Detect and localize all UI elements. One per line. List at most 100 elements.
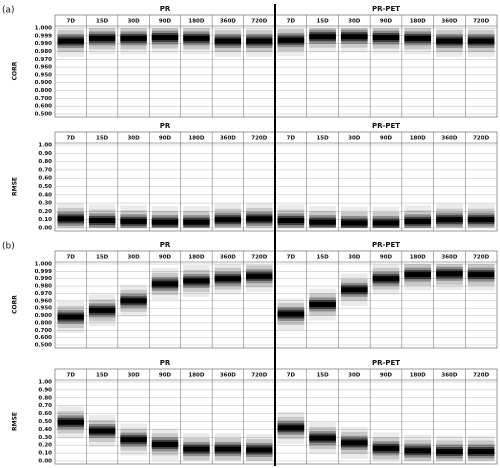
y-tick-label: 0.800 [35, 320, 53, 326]
strip [309, 28, 336, 53]
column-label: 720D [251, 373, 267, 379]
strip [372, 28, 400, 54]
strip [277, 28, 305, 57]
column-label: 360D [220, 255, 236, 261]
column-label: 720D [251, 19, 267, 25]
y-tick-label: 1.000 [35, 26, 53, 32]
strip [309, 422, 336, 455]
y-tick-label: 0.40 [38, 427, 52, 433]
strip-core [277, 311, 305, 317]
column-label: 720D [251, 136, 267, 142]
strip [88, 294, 116, 327]
strip-core [120, 437, 147, 443]
strip [309, 288, 336, 321]
strip-core [404, 448, 432, 454]
y-tick-label: 0.990 [35, 41, 53, 47]
strip-core [88, 35, 116, 41]
y-axis-label: RMSE [12, 177, 19, 196]
strip [120, 423, 147, 456]
strip [436, 264, 463, 290]
column-label: 360D [220, 19, 236, 25]
column-label: 15D [316, 373, 329, 379]
column-label: 15D [96, 136, 109, 142]
strip [277, 411, 305, 444]
strip-core [214, 38, 242, 44]
column-label: 90D [380, 19, 393, 25]
y-tick-label: 0.970 [35, 57, 53, 63]
column-label: 30D [127, 136, 140, 142]
group-header: PR-PET [372, 241, 400, 249]
column-label: 180D [410, 19, 426, 25]
strip-core [88, 307, 116, 313]
strip-core [57, 419, 84, 425]
strip-core [57, 216, 84, 222]
column-label: 7D [67, 19, 76, 25]
strip-core [57, 314, 84, 320]
strip-core [467, 449, 495, 455]
y-tick-label: 0.80 [38, 395, 52, 401]
group-header: PR [160, 241, 171, 249]
strip [57, 202, 84, 228]
group-header: PR-PET [372, 122, 400, 130]
column-label: 15D [96, 19, 109, 25]
strip-core [309, 302, 336, 307]
strip-core [436, 38, 463, 44]
strip-core [246, 273, 273, 279]
strip [277, 298, 305, 331]
column-label: 360D [441, 136, 457, 142]
y-tick-label: 0.999 [35, 33, 53, 39]
strip-core [214, 446, 242, 452]
strip-core [372, 445, 400, 451]
y-tick-label: 0.980 [35, 284, 53, 290]
column-label: 360D [441, 255, 457, 261]
strip [214, 433, 242, 461]
y-tick-label: 0.20 [38, 209, 52, 215]
strip [340, 28, 368, 53]
y-tick-label: 0.980 [35, 49, 53, 55]
y-tick-label: 0.950 [35, 72, 53, 78]
y-tick-label: 0.700 [35, 96, 53, 102]
panel-label: (b) [2, 242, 15, 252]
y-tick-label: 0.00 [38, 226, 52, 232]
strip [246, 433, 273, 461]
y-tick-label: 0.70 [38, 403, 52, 409]
group-header: PR-PET [372, 359, 400, 367]
column-label: 180D [410, 373, 426, 379]
strip [183, 206, 210, 228]
strip-core [57, 38, 84, 44]
strip-core [309, 435, 336, 441]
y-tick-label: 0.500 [35, 343, 53, 349]
column-label: 90D [159, 19, 172, 25]
y-tick-label: 0.70 [38, 167, 52, 173]
group-header: PR [160, 359, 171, 367]
strip [436, 28, 463, 58]
strip-core [214, 276, 242, 282]
strip [246, 28, 273, 58]
strip-core [246, 216, 273, 222]
strip-core [183, 219, 210, 225]
column-label: 30D [127, 255, 140, 261]
strip-core [436, 449, 463, 455]
y-tick-label: 0.60 [38, 411, 52, 417]
strip-core [436, 217, 463, 223]
strip-core [372, 35, 400, 41]
strip-core [467, 272, 495, 278]
strip [340, 273, 368, 306]
strip [214, 203, 242, 228]
column-label: 720D [473, 136, 489, 142]
strip-core [404, 272, 432, 278]
strip-core [183, 278, 210, 284]
y-tick-label: 0.900 [35, 80, 53, 86]
strip [151, 267, 179, 300]
y-tick-label: 0.30 [38, 435, 52, 441]
strip [436, 203, 463, 228]
strip-core [372, 276, 400, 282]
strip-core [120, 35, 147, 41]
column-label: 360D [220, 373, 236, 379]
y-tick-label: 1.000 [35, 262, 53, 268]
strip-core [340, 34, 368, 40]
strip-core [309, 219, 336, 225]
strip-core [277, 37, 305, 43]
column-label: 30D [127, 19, 140, 25]
y-axis-label: CORR [12, 61, 19, 80]
